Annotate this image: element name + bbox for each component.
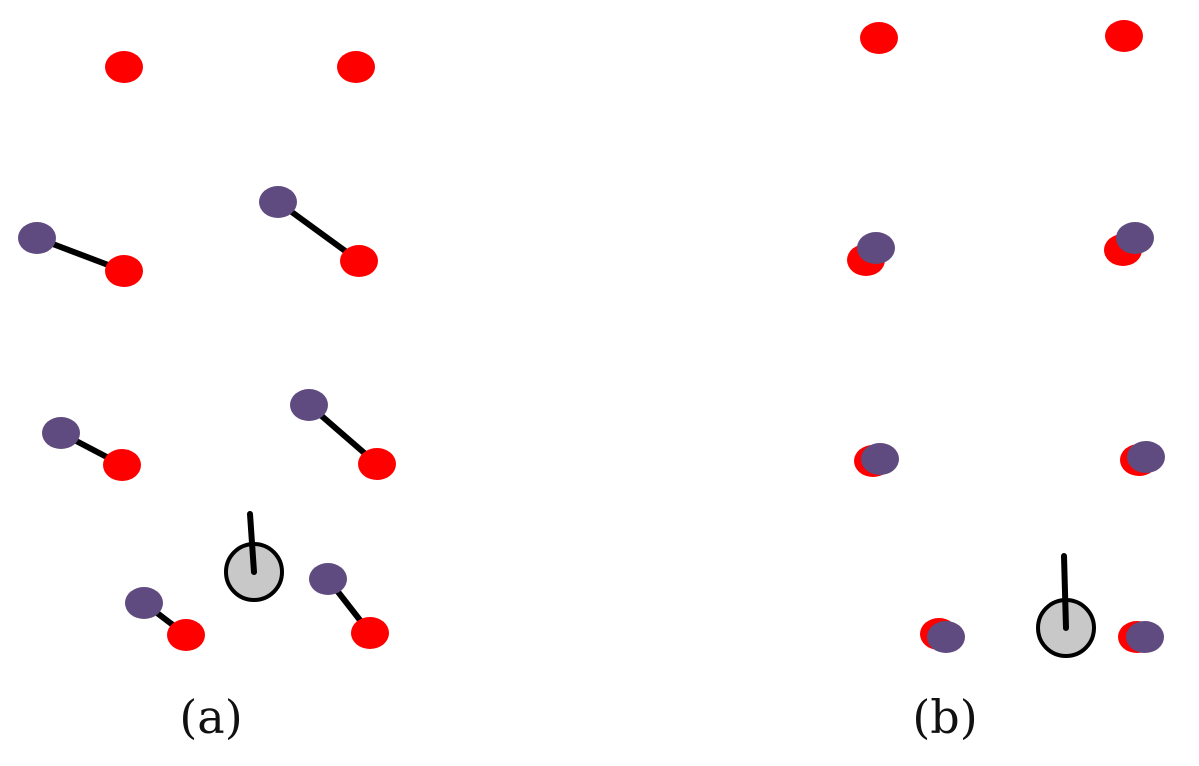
target-node (860, 22, 898, 54)
agent-node (18, 222, 56, 254)
target-node (1105, 20, 1143, 52)
panel-b-caption: (b) (912, 690, 977, 744)
agent-node (1116, 222, 1154, 254)
agent-node (861, 443, 899, 475)
agent-node (927, 621, 965, 653)
target-node (105, 51, 143, 83)
target-node (351, 617, 389, 649)
base-station-antenna (247, 511, 257, 575)
target-node (340, 245, 378, 277)
target-node (105, 255, 143, 287)
agent-node (259, 186, 297, 218)
agent-node (42, 417, 80, 449)
target-node (337, 51, 375, 83)
agent-node (1127, 441, 1165, 473)
agent-node (309, 563, 347, 595)
agent-node (290, 389, 328, 421)
panel-a (18, 51, 396, 651)
agent-node (125, 587, 163, 619)
target-node (167, 619, 205, 651)
panel-b (847, 20, 1165, 658)
panel-a-caption: (a) (179, 690, 242, 744)
target-node (103, 449, 141, 481)
agent-node (857, 232, 895, 264)
agent-node (1126, 621, 1164, 653)
target-node (358, 448, 396, 480)
base-station-antenna (1061, 553, 1069, 631)
